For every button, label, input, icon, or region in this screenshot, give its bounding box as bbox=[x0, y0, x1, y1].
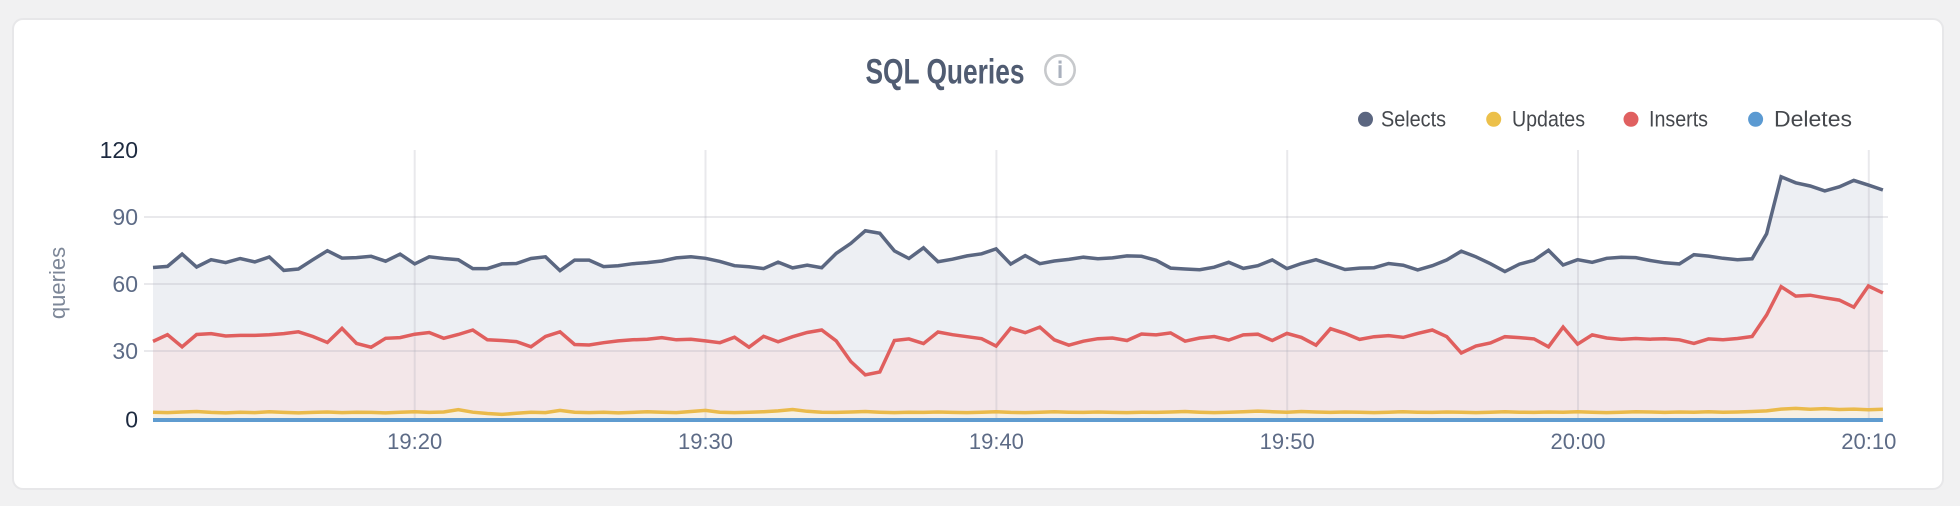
svg-text:0: 0 bbox=[125, 407, 138, 433]
svg-text:SQL Queries: SQL Queries bbox=[866, 53, 1025, 92]
svg-text:19:50: 19:50 bbox=[1260, 429, 1315, 454]
svg-text:Selects: Selects bbox=[1381, 107, 1446, 132]
svg-text:19:20: 19:20 bbox=[387, 429, 442, 454]
svg-text:19:30: 19:30 bbox=[678, 429, 733, 454]
svg-text:Updates: Updates bbox=[1512, 107, 1585, 132]
svg-text:Deletes: Deletes bbox=[1774, 107, 1852, 132]
svg-text:20:00: 20:00 bbox=[1550, 429, 1605, 454]
svg-text:queries: queries bbox=[45, 247, 70, 319]
svg-text:30: 30 bbox=[112, 338, 138, 364]
svg-text:19:40: 19:40 bbox=[969, 429, 1024, 454]
svg-text:120: 120 bbox=[100, 137, 138, 163]
svg-text:60: 60 bbox=[112, 271, 138, 297]
svg-text:20:10: 20:10 bbox=[1841, 429, 1896, 454]
svg-text:Inserts: Inserts bbox=[1649, 107, 1708, 132]
svg-text:90: 90 bbox=[112, 204, 138, 230]
